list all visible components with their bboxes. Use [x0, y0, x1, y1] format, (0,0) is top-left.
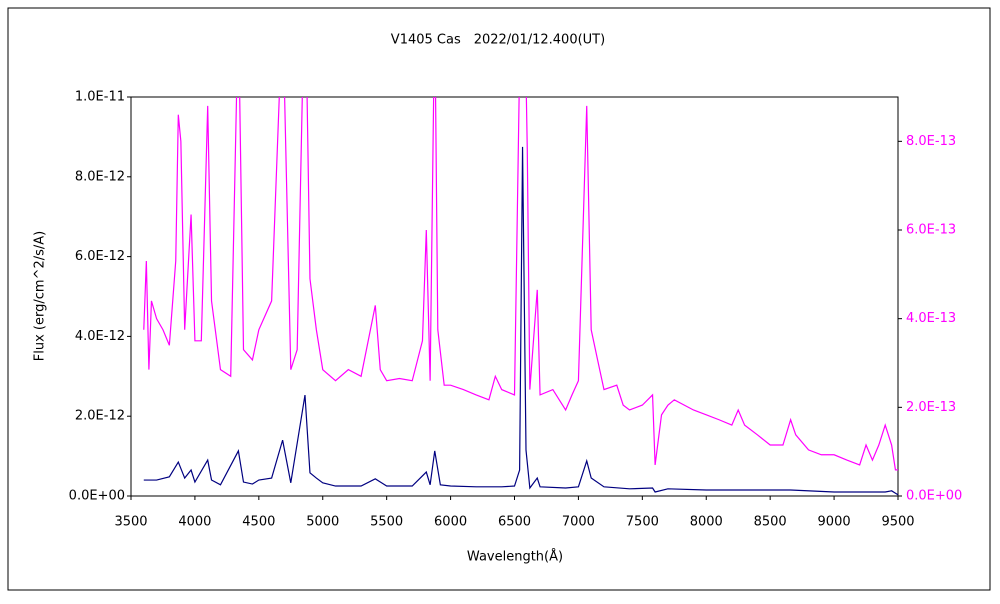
y-tick-label: 8.0E-12 [75, 169, 125, 184]
x-tick-label: 7500 [626, 515, 659, 530]
x-tick-label: 9000 [818, 515, 851, 530]
x-tick-label: 6500 [498, 515, 531, 530]
frame [7, 7, 991, 591]
y2-tick-label: 2.0E-13 [906, 400, 956, 415]
x-tick-label: 9500 [881, 515, 914, 530]
y2-tick-label: 0.0E+00 [906, 489, 962, 504]
x-tick-label: 6000 [434, 515, 467, 530]
chart-title: V1405 Cas 2022/01/12.400(UT) [391, 33, 605, 48]
x-axis-label: Wavelength(Å) [467, 549, 563, 565]
y-tick-label: 1.0E-11 [75, 90, 125, 105]
spectrum-line [143, 146, 898, 496]
x-tick-label: 8500 [754, 515, 787, 530]
y-tick-label: 4.0E-12 [75, 329, 125, 344]
x-tick-label: 8000 [690, 515, 723, 530]
y-tick-label: 6.0E-12 [75, 249, 125, 264]
x-tick-label: 5000 [306, 515, 339, 530]
x-tick-label: 7000 [562, 515, 595, 530]
y-tick-label: 0.0E+00 [69, 489, 125, 504]
x-tick-label: 5500 [370, 515, 403, 530]
x-tick-label: 4000 [178, 515, 211, 530]
x-tick-label: 3500 [114, 515, 147, 530]
y-tick-label: 2.0E-12 [75, 409, 125, 424]
y2-tick-label: 6.0E-13 [906, 223, 956, 238]
y2-tick-label: 4.0E-13 [906, 311, 956, 326]
y2-tick-label: 8.0E-13 [906, 134, 956, 149]
y-axis-label: Flux (erg/cm^2/s/A) [33, 231, 48, 361]
x-tick-label: 4500 [242, 515, 275, 530]
spectrum-line [143, 97, 898, 471]
